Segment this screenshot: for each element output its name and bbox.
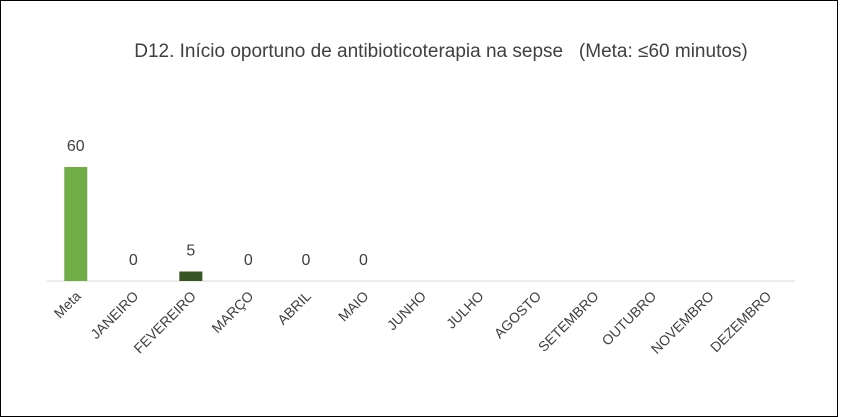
x-tick-label: JANEIRO (87, 288, 141, 342)
x-tick-label: AGOSTO (491, 288, 545, 342)
x-tick-label: FEVEREIRO (130, 288, 199, 357)
data-label: 60 (67, 138, 85, 155)
chart-title: D12. Início oportuno de antibioticoterap… (134, 41, 748, 62)
data-label: 0 (129, 252, 138, 269)
x-tick-label: ABRIL (274, 288, 314, 328)
x-tick-label: JULHO (443, 288, 487, 332)
x-tick-label: Meta (51, 288, 84, 321)
data-label: 0 (359, 252, 368, 269)
bar (64, 167, 88, 281)
x-tick-label: DEZEMBRO (707, 288, 774, 355)
data-label: 5 (186, 243, 195, 260)
data-label: 0 (301, 252, 310, 269)
bar (179, 271, 203, 281)
x-tick-label: JUNHO (384, 288, 429, 333)
x-tick-label: OUTUBRO (598, 288, 659, 349)
x-tick-label: MAIO (335, 288, 372, 325)
data-label: 0 (244, 252, 253, 269)
x-tick-label: SETEMBRO (535, 288, 602, 355)
x-tick-label: MARÇO (208, 288, 256, 336)
